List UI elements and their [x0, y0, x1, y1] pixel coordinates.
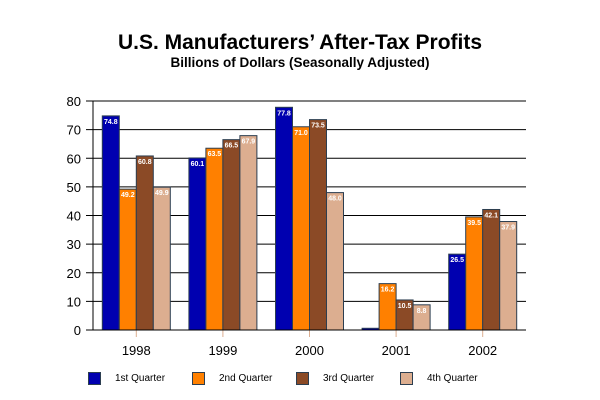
y-tick-label: 70 — [67, 123, 81, 138]
bar-2-2002 — [465, 216, 484, 331]
data-label: 63.5 — [208, 151, 222, 158]
legend-label-q1: 1st Quarter — [115, 373, 166, 384]
x-tick-label: 1999 — [208, 343, 237, 358]
bar-2-2000 — [292, 126, 310, 331]
chart-title: U.S. Manufacturers’ After-Tax Profits — [117, 31, 483, 54]
bar-3-2002 — [482, 208, 501, 331]
bar-3-1999 — [222, 139, 241, 331]
x-tick-label: 2002 — [468, 343, 497, 358]
y-tick-label: 30 — [67, 237, 81, 252]
x-tick-label: 2001 — [382, 343, 411, 358]
legend-item-q1: 1st Quarter — [88, 372, 192, 385]
x-tick-label: 2000 — [295, 343, 324, 358]
bar-2-1999 — [205, 147, 224, 331]
data-label: 10.5 — [398, 303, 412, 310]
data-label: 49.2 — [121, 192, 135, 199]
x-tick-label: 1998 — [122, 343, 151, 358]
data-label: 71.0 — [294, 130, 308, 137]
data-label: 74.8 — [104, 119, 118, 126]
bar-4-2002 — [499, 221, 518, 331]
legend-swatch-q2 — [192, 372, 205, 385]
legend-swatch-q3 — [296, 372, 309, 385]
data-label: 48.0 — [328, 196, 342, 203]
data-label: 77.8 — [277, 110, 291, 117]
legend: 1st Quarter 2nd Quarter 3rd Quarter 4th … — [88, 372, 504, 385]
legend-label-q4: 4th Quarter — [427, 373, 478, 384]
data-label: 73.5 — [311, 123, 325, 130]
data-label: 16.2 — [381, 287, 395, 294]
y-tick-label: 50 — [67, 180, 81, 195]
legend-label-q2: 2nd Quarter — [219, 373, 273, 384]
bar-4-1998 — [152, 186, 171, 331]
legend-item-q4: 4th Quarter — [400, 372, 504, 385]
bar-1-1999 — [188, 157, 207, 331]
data-label: 37.9 — [501, 225, 515, 232]
data-label: 60.1 — [191, 161, 205, 168]
legend-swatch-q4 — [400, 372, 413, 385]
bar-4-1999 — [239, 135, 258, 331]
bar-1-1998 — [101, 115, 120, 331]
bar-1-2000 — [275, 106, 293, 331]
y-tick-label: 60 — [67, 151, 81, 166]
data-label: 42.1 — [484, 212, 498, 219]
data-label: 60.8 — [138, 159, 152, 166]
legend-item-q3: 3rd Quarter — [296, 372, 400, 385]
bar-1-2002 — [448, 253, 467, 331]
y-tick-label: 40 — [67, 209, 81, 224]
data-label: 26.5 — [450, 257, 464, 264]
chart-subtitle: Billions of Dollars (Seasonally Adjusted… — [170, 55, 430, 70]
y-tick-label: 0 — [74, 323, 81, 338]
legend-label-q3: 3rd Quarter — [323, 373, 375, 384]
bar-2-1998 — [118, 188, 137, 331]
y-tick-label: 20 — [67, 266, 81, 281]
bar-3-2000 — [309, 119, 327, 331]
data-label: 39.5 — [467, 220, 481, 227]
y-tick-label: 10 — [67, 294, 81, 309]
legend-swatch-q1 — [88, 372, 101, 385]
bar-3-1998 — [135, 155, 154, 331]
data-label: 49.9 — [155, 190, 169, 197]
y-tick-label: 80 — [67, 94, 81, 109]
bar-4-2000 — [326, 192, 344, 331]
data-label: 67.9 — [242, 139, 256, 146]
data-label: 66.5 — [225, 143, 239, 150]
legend-item-q2: 2nd Quarter — [192, 372, 296, 385]
data-label: 8.8 — [417, 308, 427, 315]
